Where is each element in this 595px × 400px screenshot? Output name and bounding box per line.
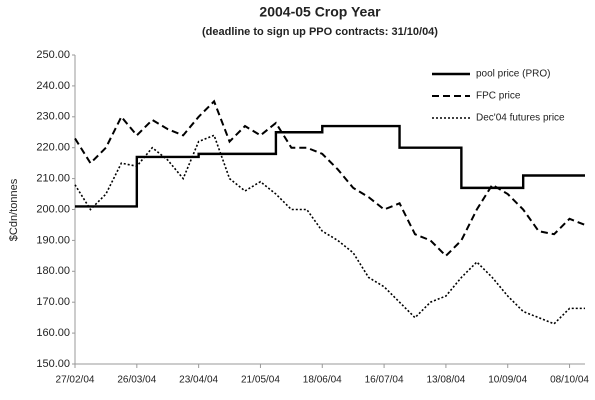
y-tick-label: 210.00 [36,173,70,185]
y-tick-label: 150.00 [36,358,70,370]
legend-label: FPC price [476,91,521,102]
y-tick-label: 160.00 [36,327,70,339]
y-tick-label: 240.00 [36,80,70,92]
x-tick-label: 16/07/04 [365,375,404,386]
y-tick-label: 180.00 [36,265,70,277]
x-tick-label: 08/10/04 [550,375,589,386]
y-tick-label: 170.00 [36,296,70,308]
y-axis-label: $Cdn/tonnes [8,178,20,241]
legend-label: pool price (PRO) [476,69,550,80]
series-line [74,99,586,258]
y-tick-label: 220.00 [36,142,70,154]
chart-subtitle: (deadline to sign up PPO contracts: 31/1… [202,26,438,38]
x-tick-label: 27/02/04 [56,375,95,386]
x-tick-label: 18/06/04 [303,375,342,386]
x-tick-label: 13/08/04 [426,375,465,386]
y-tick-label: 190.00 [36,234,70,246]
chart-title: 2004-05 Crop Year [259,4,381,20]
x-tick-label: 23/04/04 [179,375,218,386]
x-tick-label: 21/05/04 [241,375,280,386]
series-line [74,134,585,325]
y-tick-label: 230.00 [36,111,70,123]
y-tick-label: 200.00 [36,203,70,215]
x-tick-label: 26/03/04 [117,375,156,386]
x-tick-label: 10/09/04 [488,375,527,386]
legend-label: Dec'04 futures price [476,113,565,124]
y-tick-label: 250.00 [36,49,70,61]
